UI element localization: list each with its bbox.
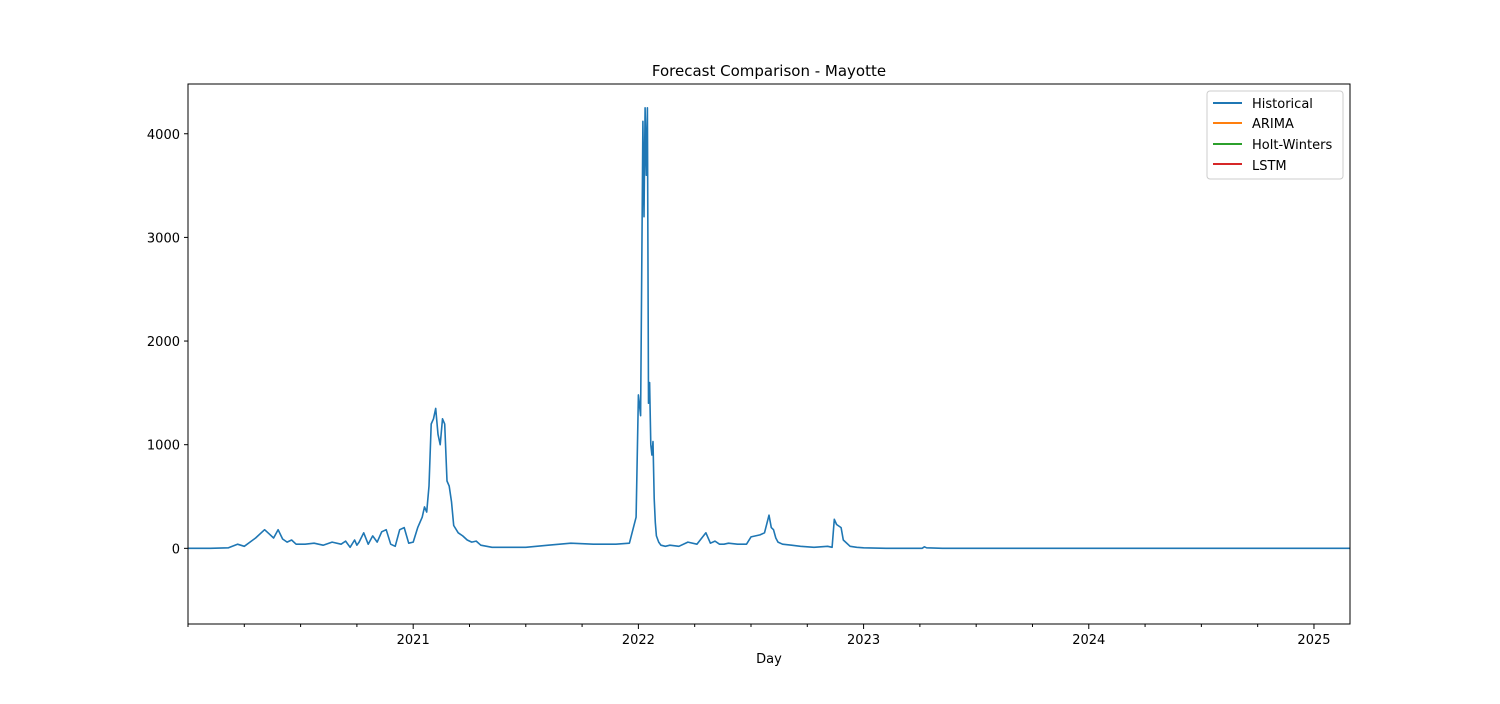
x-tick-label-2023: 2023 [847,633,880,648]
legend-box [1206,90,1344,180]
series-line-historical [188,107,1350,550]
legend: Historical ARIMA Holt-Winters LSTM [1206,90,1344,180]
x-tick-label-2025: 2025 [1297,633,1330,648]
chart-title: Forecast Comparison - Mayotte [652,62,886,80]
plot-area [188,107,1350,550]
legend-label-lstm: LSTM [1252,159,1287,174]
x-axis: 2021 2022 2023 2024 2025 [187,624,1331,648]
y-tick-label-4000: 4000 [147,128,180,143]
plot-frame [187,83,1351,625]
y-tick-label-1000: 1000 [147,439,180,454]
y-tick-label-0: 0 [172,542,180,557]
x-axis-label: Day [756,652,782,667]
y-axis: 0 1000 2000 3000 4000 [147,128,188,557]
series-layer [188,107,1350,550]
legend-label-holt-winters: Holt-Winters [1252,138,1332,153]
legend-label-historical: Historical [1252,97,1313,112]
y-tick-label-3000: 3000 [147,231,180,246]
legend-label-arima: ARIMA [1252,117,1294,132]
x-tick-label-2021: 2021 [397,633,430,648]
y-tick-label-2000: 2000 [147,335,180,350]
x-tick-label-2024: 2024 [1072,633,1105,648]
x-tick-label-2022: 2022 [622,633,655,648]
